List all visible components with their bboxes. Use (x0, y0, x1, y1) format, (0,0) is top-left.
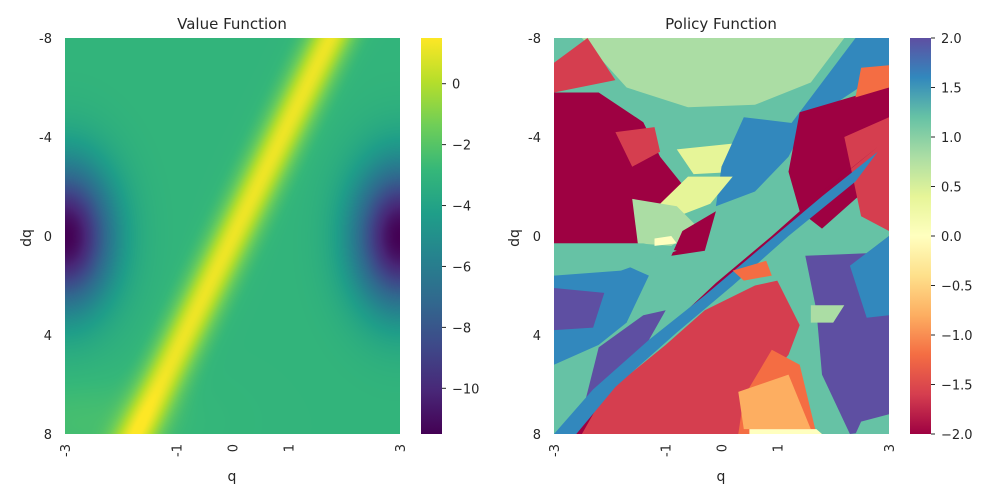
value-function-panel: Value Function -8 -4 0 4 8 -3 -1 0 1 3 q dq 0 −2 −… (19, 15, 479, 485)
policy-region (554, 354, 588, 417)
policy-y-axis-label: dq (507, 229, 523, 247)
policy-colorbar-ticks: 2.0 1.5 1.0 0.5 0.0 −0.5 −1.0 −1.5 −2.0 (931, 32, 973, 443)
policy-region (554, 258, 649, 365)
policy-function-title: Policy Function (665, 15, 777, 33)
y-tick-label: -8 (39, 32, 52, 47)
policy-region (554, 38, 616, 93)
policy-region (732, 260, 772, 281)
colorbar-tick-label: 1.5 (941, 82, 962, 97)
policy-y-ticks: -8 -4 0 4 8 (528, 32, 541, 443)
policy-region (844, 117, 889, 231)
x-tick-label: -1 (660, 444, 675, 457)
colorbar-tick-label: −0.5 (941, 280, 973, 295)
value-function-heatmap (65, 38, 400, 434)
policy-region (554, 151, 878, 434)
y-tick-label: 8 (533, 428, 541, 443)
policy-region (581, 38, 845, 108)
value-function-title: Value Function (177, 15, 287, 33)
colorbar-tick-label: −2.0 (941, 428, 973, 443)
x-tick-label: 3 (883, 444, 898, 452)
policy-region (855, 414, 889, 434)
value-colorbar-ticks: 0 −2 −4 −6 −8 −10 (442, 78, 479, 397)
policy-region (855, 65, 889, 98)
policy-function-heatmap (554, 38, 889, 434)
colorbar-tick-label: 2.0 (941, 32, 962, 47)
colorbar-tick-label: 1.0 (941, 131, 962, 146)
y-tick-label: 0 (44, 230, 52, 245)
policy-region (810, 305, 845, 323)
x-tick-label: 1 (771, 444, 786, 452)
policy-x-ticks: -3 -1 0 1 3 (548, 444, 898, 457)
y-tick-label: 4 (533, 329, 541, 344)
y-tick-label: -8 (528, 32, 541, 47)
policy-colorbar (910, 38, 931, 434)
policy-region (654, 122, 744, 152)
policy-region (715, 117, 806, 207)
value-y-ticks: -8 -4 0 4 8 (39, 32, 52, 443)
value-x-axis-label: q (228, 469, 237, 485)
colorbar-tick-label: 0.5 (941, 181, 962, 196)
x-tick-label: -3 (548, 444, 563, 457)
policy-region (615, 127, 661, 167)
colorbar-tick-label: 0 (452, 78, 460, 93)
policy-region (849, 236, 889, 318)
x-tick-label: 0 (227, 444, 242, 452)
y-tick-label: 8 (44, 428, 52, 443)
y-tick-label: -4 (39, 131, 52, 146)
policy-region (749, 429, 822, 434)
colorbar-tick-label: 0.0 (941, 230, 962, 245)
policy-function-panel: Policy Function -8 -4 0 4 8 -3 -1 0 1 3 q dq 2.0… (507, 15, 973, 485)
colorbar-tick-label: −6 (452, 260, 471, 275)
policy-region (654, 236, 677, 246)
value-x-ticks: -3 -1 0 1 3 (59, 444, 409, 457)
x-tick-label: -3 (59, 444, 74, 457)
colorbar-tick-label: −4 (452, 200, 471, 215)
policy-x-axis-label: q (717, 469, 726, 485)
policy-regions (554, 38, 889, 434)
colorbar-tick-label: −1.0 (941, 329, 973, 344)
policy-region (554, 288, 605, 331)
x-tick-label: -1 (171, 444, 186, 457)
x-tick-label: 0 (716, 444, 731, 452)
value-y-axis-label: dq (19, 229, 35, 247)
y-tick-label: 4 (44, 329, 52, 344)
value-colorbar (421, 38, 442, 434)
colorbar-tick-label: −2 (452, 139, 471, 154)
x-tick-label: 1 (282, 444, 297, 452)
y-tick-label: -4 (528, 131, 541, 146)
colorbar-tick-label: −10 (452, 382, 479, 397)
policy-region (788, 87, 889, 229)
y-tick-label: 0 (533, 230, 541, 245)
colorbar-tick-label: −1.5 (941, 379, 973, 394)
colorbar-tick-label: −8 (452, 321, 471, 336)
policy-region (738, 374, 811, 430)
x-tick-label: 3 (394, 444, 409, 452)
policy-region (554, 243, 677, 276)
policy-region (671, 211, 716, 256)
